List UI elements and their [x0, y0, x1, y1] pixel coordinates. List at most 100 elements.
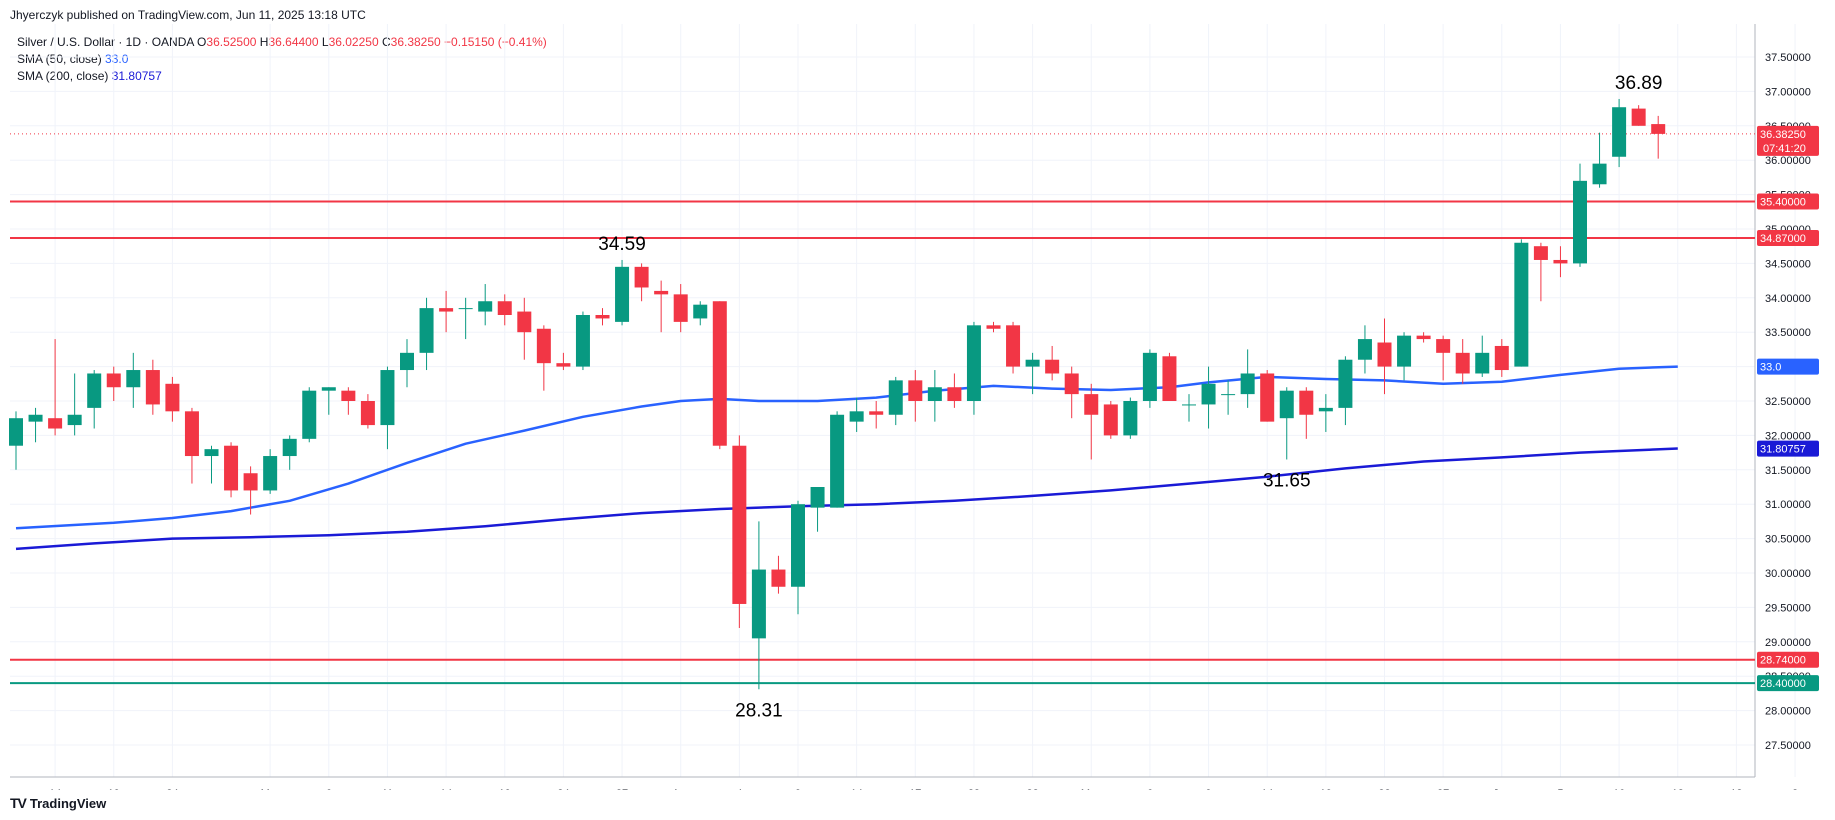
candle-body [712, 301, 727, 446]
price-tick-label: 29.50000 [1765, 602, 1811, 614]
high-value: 36.64400 [268, 35, 319, 49]
legend-sma50-row[interactable]: SMA (50, close) 33.0 [17, 51, 547, 68]
tradingview-footer[interactable]: TV TradingView [10, 795, 106, 811]
last-price-tag-label: 36.38250 [1760, 129, 1806, 141]
candle-body [634, 266, 649, 288]
price-tick-label: 34.50000 [1765, 258, 1811, 270]
candle-body [106, 373, 121, 388]
candle-body [1455, 352, 1470, 374]
change-value: −0.15150 (−0.41%) [444, 35, 547, 49]
candle-body [224, 445, 239, 491]
time-tick-label: 24 [166, 788, 178, 790]
time-tick-label: 19 [1320, 788, 1332, 790]
time-tick-label: 2 [1792, 788, 1798, 790]
candle-body [497, 301, 512, 315]
candle-body [1240, 373, 1255, 395]
candle-body [1045, 359, 1060, 374]
price-tick-label: 28.00000 [1765, 706, 1811, 718]
price-annotation: 31.65 [1263, 470, 1311, 491]
sma50-tag [1757, 358, 1819, 375]
chart-legend: Silver / U.S. Dollar · 1D · OANDA O36.52… [17, 34, 547, 85]
candle-body [67, 414, 82, 426]
sma200-value: 31.80757 [111, 69, 162, 83]
candle-body [615, 266, 630, 322]
legend-sma200-row[interactable]: SMA (200, close) 31.80757 [17, 68, 547, 85]
price-tick-label: 37.00000 [1765, 86, 1811, 98]
legend-ohlc-row[interactable]: Silver / U.S. Dollar · 1D · OANDA O36.52… [17, 34, 547, 51]
candle-body [1357, 339, 1372, 360]
sma50-label: SMA (50, close) [17, 52, 102, 66]
price-chart[interactable]: 27.5000028.0000028.5000029.0000029.50000… [0, 0, 1835, 790]
last-price-tag [1757, 125, 1819, 156]
symbol-label: Silver / U.S. Dollar · 1D · OANDA [17, 35, 194, 49]
sma200-tag-label: 31.80757 [1760, 444, 1806, 456]
candle-body [243, 473, 258, 491]
tradingview-logo-icon: TV [10, 795, 27, 811]
support-level-tag-label: 28.40000 [1760, 678, 1806, 690]
candle-body [693, 304, 708, 319]
time-tick-label: Jun [1493, 788, 1511, 790]
candle-body [400, 352, 414, 371]
candle-body [1201, 383, 1216, 405]
candle-body [927, 387, 942, 401]
candle-body [536, 328, 551, 364]
price-tick-label: 32.00000 [1765, 430, 1811, 442]
candle-body [1299, 390, 1314, 415]
price-tick-label: 30.00000 [1765, 568, 1811, 580]
candle-body [732, 445, 747, 604]
candle-body [439, 308, 454, 312]
time-tick-label: 4 [736, 788, 742, 790]
time-tick-label: 6 [1147, 788, 1153, 790]
time-tick-label: Apr [672, 788, 689, 790]
time-tick-label: Mar [261, 788, 280, 790]
candle-body [302, 390, 317, 439]
open-value: 36.52500 [206, 35, 257, 49]
candle-body [1416, 335, 1431, 340]
low-value: 36.02250 [328, 35, 379, 49]
price-tick-label: 32.50000 [1765, 396, 1811, 408]
time-tick-label: 17 [909, 788, 921, 790]
candle-body [263, 456, 278, 491]
candle-body [341, 390, 356, 401]
candle-body [673, 294, 688, 322]
close-value: 36.38250 [390, 35, 441, 49]
candle-body [1612, 107, 1627, 157]
candle-body [986, 325, 1001, 329]
high-label: H [259, 35, 269, 49]
price-tick-label: 31.50000 [1765, 465, 1811, 477]
candle-body [87, 373, 102, 408]
publish-text: Jhyerczyk published on TradingView.com, … [10, 8, 366, 22]
candle-body [595, 315, 610, 319]
candle-body [1318, 407, 1333, 412]
candle-body [869, 411, 884, 415]
candle-body [419, 308, 434, 353]
candle-body [1338, 359, 1353, 408]
candle-body [1260, 373, 1275, 422]
candle-body [751, 569, 766, 639]
candle-body [1436, 339, 1451, 353]
resistance-level-tag [1757, 651, 1819, 668]
candle-body [810, 487, 825, 508]
candle-body [654, 290, 669, 295]
candle-body [380, 370, 395, 426]
time-tick-label: 28 [1026, 788, 1038, 790]
time-tick-label: 9 [1205, 788, 1211, 790]
time-tick-label: 13 [1672, 788, 1684, 790]
resistance-level-tag-label: 35.40000 [1760, 196, 1806, 208]
candle-body [1592, 163, 1607, 185]
sma50-line [15, 365, 1678, 530]
price-annotation: 36.89 [1615, 73, 1663, 94]
time-tick-label: 18 [1730, 788, 1742, 790]
time-tick-label: 11 [382, 788, 393, 790]
candle-body [1397, 335, 1412, 367]
candle-body [575, 315, 590, 367]
candle-body [1142, 352, 1157, 401]
candle-body [126, 370, 141, 388]
tradingview-brand: TradingView [29, 795, 107, 811]
candle-body [478, 301, 493, 312]
price-tick-label: 34.00000 [1765, 293, 1811, 305]
price-tick-label: 36.00000 [1765, 155, 1811, 167]
price-tick-label: 30.50000 [1765, 534, 1811, 546]
time-tick-label: 27 [1437, 788, 1449, 790]
candle-body [888, 380, 903, 415]
